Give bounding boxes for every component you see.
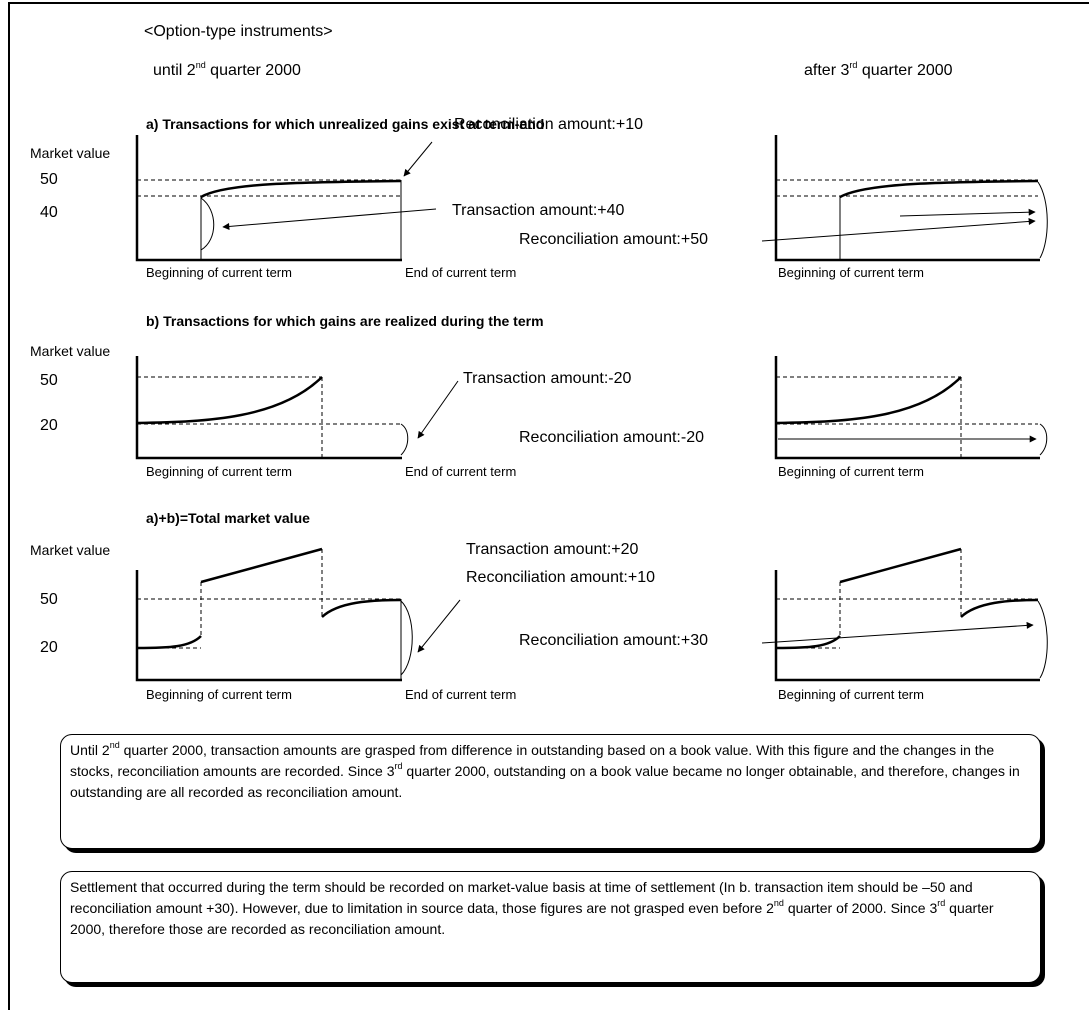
section-a-right-beginning-label: Beginning of current term [778, 265, 924, 280]
section-c-left-axes [135, 570, 402, 682]
section-b-left-beginning-label: Beginning of current term [146, 464, 292, 479]
period-left: until 2nd quarter 2000 [153, 60, 301, 79]
section-c-left-chart [135, 547, 461, 682]
section-c-y-label: Market value [30, 542, 111, 558]
section-c-tick-20: 20 [40, 639, 58, 656]
section-b-left-chart [135, 356, 459, 460]
section-a-reconciliation-right: Reconciliation amount:+50 [519, 231, 709, 248]
section-a-tick-50: 50 [40, 171, 58, 188]
section-c-tick-50: 50 [40, 591, 58, 608]
section-b-right-brace [1039, 423, 1048, 456]
period-right: after 3rd quarter 2000 [804, 60, 953, 79]
section-b-left-transaction-arrow [417, 380, 459, 439]
section-a-right-brace [1037, 181, 1048, 259]
section-a-title: a) Transactions for which unrealized gai… [146, 116, 545, 132]
heading: <Option-type instruments> [144, 23, 333, 40]
section-b-left-end-label: End of current term [405, 464, 517, 479]
section-a-y-label: Market value [30, 145, 111, 161]
section-a-right-axes [774, 135, 1040, 262]
section-b-left-axes [135, 356, 402, 460]
section-c-left-end-label: End of current term [405, 687, 517, 702]
note-book-value: Until 2nd quarter 2000, transaction amou… [60, 734, 1041, 849]
section-c-right-segment-3 [960, 598, 1039, 618]
section-a-left-brace [200, 197, 215, 251]
section-c-reconciliation-right: Reconciliation amount:+30 [519, 632, 709, 649]
section-c-right-axes [774, 570, 1040, 682]
section-c-title: a)+b)=Total market value [146, 510, 310, 526]
section-a-left-reconciliation-arrow [403, 141, 433, 177]
section-b-left-brace [400, 423, 409, 456]
section-a-left-beginning-label: Beginning of current term [146, 265, 292, 280]
section-b-right-chart [774, 356, 1048, 460]
note-settlement: Settlement that occurred during the term… [60, 871, 1041, 983]
section-b-transaction-left: Transaction amount:-20 [463, 370, 632, 387]
section-c-right-segment-2 [839, 547, 962, 584]
section-a-left-value-curve [200, 179, 402, 199]
section-a-right-transaction-arrow [899, 208, 1036, 217]
section-b-right-beginning-label: Beginning of current term [778, 464, 924, 479]
section-b-reconciliation-right: Reconciliation amount:-20 [519, 429, 704, 446]
section-b-right-axes [774, 356, 1040, 460]
section-b-tick-50: 50 [40, 372, 58, 389]
section-c-right-chart [761, 547, 1048, 682]
section-c-transaction-left: Transaction amount:+20 [466, 541, 639, 558]
section-a-reconciliation-left: Reconciliation amount:+10 [454, 116, 644, 133]
section-c-right-brace [1037, 600, 1048, 679]
section-a-tick-40: 40 [40, 204, 58, 221]
section-b-left-value-curve [136, 376, 323, 425]
section-a-left-axes [135, 135, 402, 262]
section-b-title: b) Transactions for which gains are real… [146, 313, 544, 329]
section-b-y-label: Market value [30, 343, 111, 359]
section-c-right-segment-1 [775, 635, 841, 650]
frame-left-border [8, 2, 10, 1010]
section-c-left-segment-2 [200, 547, 323, 584]
section-b-tick-20: 20 [40, 417, 58, 434]
section-c-left-beginning-label: Beginning of current term [146, 687, 292, 702]
section-a-left-transaction-arrow [222, 208, 437, 230]
section-c-reconciliation-left: Reconciliation amount:+10 [466, 569, 656, 586]
section-a-transaction-left: Transaction amount:+40 [452, 202, 625, 219]
section-c-left-segment-3 [321, 598, 402, 618]
section-c-left-segment-1 [136, 635, 202, 650]
section-a-right-chart [761, 135, 1048, 262]
section-c-right-reconciliation-arrow [761, 621, 1034, 644]
section-b-right-value-curve [775, 376, 962, 425]
section-c-left-brace [400, 600, 413, 676]
section-c-right-beginning-label: Beginning of current term [778, 687, 924, 702]
section-a-right-reconciliation-arrow [761, 217, 1036, 242]
section-c-left-arrow [417, 599, 461, 653]
frame-top-border [8, 2, 1089, 4]
section-a-right-value-curve [839, 179, 1039, 199]
section-a-left-chart [135, 135, 437, 262]
section-a-left-end-label: End of current term [405, 265, 517, 280]
